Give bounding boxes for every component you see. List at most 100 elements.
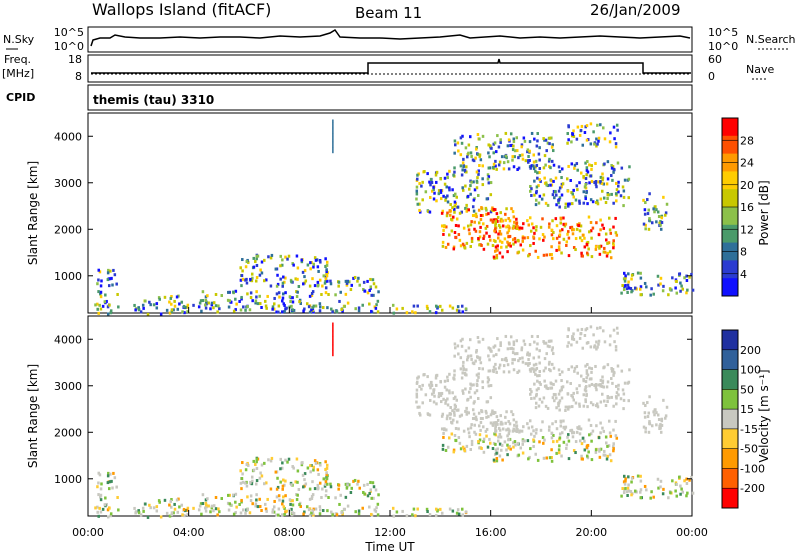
velocity-cell <box>434 376 438 380</box>
power-cell <box>644 201 647 205</box>
velocity-cell <box>265 481 268 485</box>
velocity-cell <box>505 428 508 432</box>
velocity-cell <box>494 448 498 452</box>
velocity-ylabel: Slant Range [km] <box>26 364 40 468</box>
power-cell <box>495 256 499 260</box>
power-cell <box>602 226 606 230</box>
power-cell <box>148 300 151 304</box>
power-cell <box>481 134 485 138</box>
power-cell <box>465 207 469 211</box>
power-cell <box>510 207 513 211</box>
velocity-cell <box>468 390 471 394</box>
power-cell <box>465 203 468 207</box>
power-cell <box>485 231 488 235</box>
power-cell <box>572 188 575 192</box>
power-cell <box>547 225 551 229</box>
power-cell <box>624 274 627 278</box>
velocity-cell <box>671 479 674 483</box>
power-cell <box>461 161 465 165</box>
power-cell <box>447 233 451 237</box>
velocity-cell <box>608 431 612 435</box>
velocity-cell <box>437 392 441 396</box>
power-cell <box>500 219 503 223</box>
velocity-cell <box>426 375 429 379</box>
power-cell <box>452 194 456 198</box>
power-cell <box>142 306 145 310</box>
velocity-cell <box>391 506 395 510</box>
power-cell <box>527 155 530 159</box>
velocity-cell <box>500 443 504 447</box>
velocity-cell <box>612 373 615 377</box>
velocity-cell <box>674 489 677 493</box>
velocity-cell <box>602 429 606 433</box>
power-cell <box>644 227 647 231</box>
power-cell <box>494 239 497 243</box>
x-tick-label: 12:00 <box>374 526 406 539</box>
power-cell <box>675 279 678 283</box>
power-cell <box>472 209 476 213</box>
power-cell <box>614 192 618 196</box>
power-cell <box>504 218 507 222</box>
power-cell <box>643 212 647 216</box>
velocity-cell <box>567 457 571 461</box>
velocity-cell <box>527 362 530 366</box>
power-cell <box>527 159 530 163</box>
velocity-cell <box>489 349 493 353</box>
y-tick-label: 1000 <box>54 473 82 486</box>
velocity-cell <box>452 397 456 401</box>
velocity-cell <box>441 412 445 416</box>
power-cell <box>338 299 341 303</box>
power-cell <box>310 293 314 297</box>
power-cell <box>192 303 195 307</box>
velocity-cell <box>345 484 349 488</box>
power-cell <box>446 211 449 215</box>
velocity-cell <box>439 392 443 396</box>
power-cell <box>536 176 539 180</box>
velocity-cell <box>449 406 452 410</box>
power-cell <box>489 238 492 242</box>
velocity-cell <box>642 401 645 405</box>
power-cell <box>609 256 613 260</box>
power-cell <box>99 284 103 288</box>
velocity-cell <box>453 403 457 407</box>
velocity-cell <box>94 506 97 510</box>
power-cell <box>484 206 488 210</box>
velocity-cell <box>529 432 533 436</box>
velocity-cell <box>648 420 651 424</box>
power-cell <box>528 165 532 169</box>
power-cell <box>214 292 218 296</box>
velocity-cell <box>554 379 558 383</box>
velocity-cell <box>576 391 579 395</box>
velocity-cell <box>515 429 519 433</box>
power-cell <box>462 165 465 169</box>
power-cell <box>254 301 257 305</box>
power-cell <box>589 122 593 126</box>
velocity-cell <box>500 448 503 452</box>
power-cell <box>110 276 113 280</box>
velocity-cell <box>655 411 658 415</box>
velocity-cell <box>186 513 189 517</box>
power-cell <box>239 308 243 312</box>
power-cell <box>630 290 633 294</box>
velocity-cell <box>592 333 595 337</box>
velocity-cell <box>534 362 538 366</box>
velocity-cell <box>587 450 590 454</box>
velocity-cell <box>621 388 625 392</box>
power-cell <box>500 245 503 249</box>
velocity-cell <box>559 424 562 428</box>
power-cell <box>335 310 339 314</box>
velocity-cell <box>535 347 539 351</box>
power-cell <box>446 176 450 180</box>
power-cell <box>486 177 490 181</box>
power-cell <box>457 233 461 237</box>
power-cell <box>585 191 588 195</box>
power-cell <box>366 279 369 283</box>
velocity-cell <box>512 368 516 372</box>
velocity-cell <box>548 425 551 429</box>
velocity-cell <box>545 386 548 390</box>
power-cell <box>481 177 484 181</box>
power-cell <box>453 139 457 143</box>
velocity-cell <box>581 436 585 440</box>
velocity-cell <box>594 450 598 454</box>
power-cell <box>369 285 373 289</box>
